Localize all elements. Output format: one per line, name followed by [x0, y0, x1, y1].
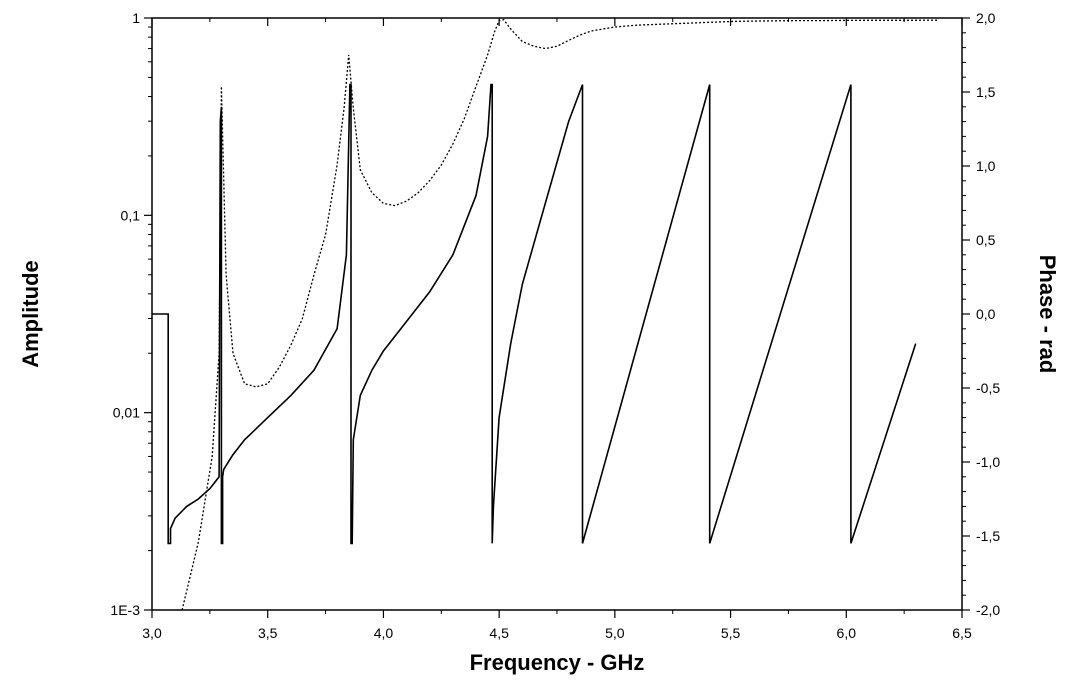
x-tick-label: 3,5 [258, 625, 278, 641]
amplitude-series-line [181, 18, 939, 611]
y2-tick-label: 1,0 [976, 158, 996, 174]
y2-tick-label: -0,5 [976, 380, 1000, 396]
y2-tick-label: 1,5 [976, 84, 996, 100]
y-tick-label: 1E-3 [110, 602, 140, 618]
plot-frame-group [151, 17, 963, 611]
y-tick-label: 0,01 [113, 405, 140, 421]
y2-tick-label: 0,5 [976, 232, 996, 248]
x-tick-label: 3,0 [142, 625, 162, 641]
x-tick-label: 6,5 [952, 625, 972, 641]
y2-tick-label: 2,0 [976, 10, 996, 26]
x-tick-label: 5,5 [721, 625, 741, 641]
x-tick-label: 4,5 [489, 625, 509, 641]
x-axis-title: Frequency - GHz [470, 650, 645, 675]
x-tick-label: 4,0 [374, 625, 394, 641]
y-axis-title: Amplitude [18, 260, 43, 368]
y-tick-label: 1 [132, 10, 140, 26]
x-tick-label: 5,0 [605, 625, 625, 641]
series-group [152, 18, 939, 611]
plot-frame [151, 17, 963, 611]
y2-tick-label: -1,0 [976, 454, 1000, 470]
y2-tick-label: -1,5 [976, 528, 1000, 544]
y2-axis-title: Phase - rad [1035, 255, 1060, 374]
y2-tick-label: -2,0 [976, 602, 1000, 618]
y2-tick-label: 0,0 [976, 306, 996, 322]
y-tick-label: 0,1 [121, 207, 141, 223]
x-tick-label: 6,0 [837, 625, 857, 641]
ticks-group: 3,0 3,5 4,0 4,5 5,0 5,5 6,0 6,5 1E-3 0,01 0,1 1 -2,0… [110, 10, 1000, 641]
phase-series-line [152, 83, 917, 545]
